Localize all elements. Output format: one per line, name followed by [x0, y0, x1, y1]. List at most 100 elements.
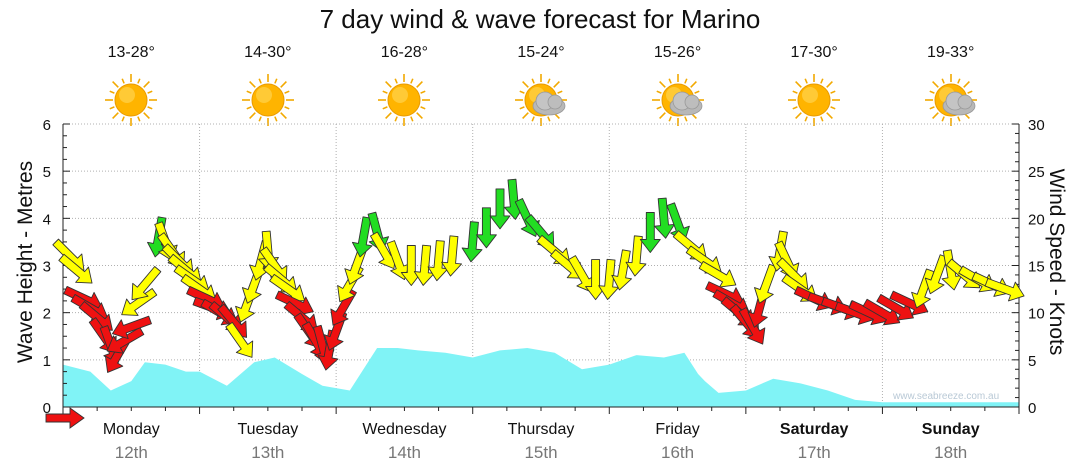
sun-ray: [967, 90, 973, 94]
sun-ray: [557, 90, 563, 94]
sun-ray: [382, 106, 389, 110]
sun-ray: [683, 78, 688, 84]
sun-ray: [248, 112, 256, 119]
sun-ray: [931, 112, 939, 119]
day-temperature: 17-30°: [790, 44, 838, 61]
sun-ray: [956, 116, 961, 122]
wind-arrow: [225, 321, 254, 358]
day-name: Friday: [655, 421, 700, 438]
sun-ray: [143, 81, 151, 88]
day-temperature: 15-24°: [517, 44, 565, 61]
wind-arrow: [121, 288, 158, 316]
cloud-puff: [957, 94, 973, 110]
wind-arrow: [738, 307, 766, 345]
sun-ray: [941, 78, 945, 84]
sun-ray: [420, 106, 426, 110]
sun-ray: [420, 90, 426, 94]
sun-ray: [522, 81, 529, 88]
sun-ray: [656, 90, 662, 94]
sun-ray: [668, 116, 672, 122]
sun-ray: [258, 78, 262, 84]
wind-arrow: [351, 216, 373, 258]
sun-icon: [105, 74, 158, 126]
sun-ray: [519, 90, 525, 94]
sun-ray: [147, 90, 153, 94]
partly-cloudy-icon: [924, 74, 977, 126]
legend-arrow-shape: [45, 407, 85, 429]
sun-ray: [416, 112, 424, 119]
cloud-shape: [532, 91, 566, 116]
y-left-tick-label: 2: [43, 306, 51, 323]
sun-ray: [410, 78, 414, 84]
y-right-tick-label: 20: [1028, 211, 1045, 228]
sun-ray: [658, 81, 666, 88]
sun-icon: [241, 74, 294, 126]
wind-arrow: [441, 235, 463, 277]
axes: [62, 123, 1020, 414]
y-right-tick-label: 25: [1028, 164, 1045, 181]
sun-ray: [410, 116, 414, 122]
day-temperature: 16-28°: [380, 44, 429, 61]
day-name: Thursday: [507, 421, 575, 438]
y-right-tick-label: 10: [1028, 306, 1045, 323]
sun-ray: [382, 90, 389, 94]
sun-highlight: [119, 87, 136, 103]
wind-arrow: [413, 244, 435, 286]
sun-ray: [284, 90, 290, 94]
y-right-tick-label: 5: [1028, 353, 1036, 370]
cloud-shape: [669, 91, 702, 116]
sun-ray: [795, 81, 802, 88]
sun-ray: [147, 106, 153, 110]
sun-ray: [273, 78, 278, 84]
cloud-shape: [942, 91, 976, 116]
sun-ray: [553, 81, 560, 88]
sun-ray: [519, 106, 525, 110]
day-name: Wednesday: [362, 421, 447, 438]
cloud-puff: [547, 94, 563, 110]
tick-labels: 0 1 2 3 4 5 6 0 5 10 15 20 25 30: [43, 117, 1045, 417]
wind-arrow: [489, 188, 511, 230]
day-temperature: 14-30°: [244, 44, 292, 61]
wind-arrow: [698, 260, 737, 288]
watermark: www.seabreeze.com.au: [893, 391, 1000, 402]
wind-arrow: [611, 249, 632, 291]
y-left-tick-label: 6: [43, 117, 51, 134]
wind-arrow: [131, 266, 162, 301]
wind-arrow: [112, 315, 152, 340]
y-left-tick-label: 3: [43, 259, 51, 276]
sun-ray: [385, 112, 393, 119]
sun-icon: [378, 74, 431, 126]
sun-ray: [795, 112, 802, 119]
wind-arrow: [461, 221, 483, 263]
sun-icon: [788, 74, 841, 126]
day-temperature: 13-28°: [107, 44, 155, 61]
partly-cloudy-icon: [515, 74, 567, 126]
sun-highlight: [255, 87, 272, 103]
y-left-tick-label: 1: [43, 353, 51, 370]
sun-ray: [109, 90, 115, 94]
sun-ray: [547, 78, 551, 84]
sun-ray: [112, 81, 120, 88]
wind-arrow: [984, 278, 1025, 302]
y-left-tick-label: 5: [43, 164, 51, 181]
sun-ray: [820, 78, 824, 84]
wind-arrow: [666, 202, 690, 243]
sun-ray: [280, 81, 287, 88]
sun-ray: [826, 112, 834, 119]
sun-ray: [683, 116, 688, 122]
sun-ray: [792, 90, 798, 94]
sun-ray: [830, 90, 836, 94]
y-right-tick-label: 0: [1028, 400, 1036, 417]
sun-ray: [931, 81, 939, 88]
sun-ray: [531, 78, 535, 84]
wind-arrow: [754, 263, 778, 304]
day-temperature: 19-33°: [927, 44, 975, 61]
sun-ray: [385, 81, 393, 88]
wind-arrows: [45, 178, 1025, 429]
sun-ray: [284, 106, 290, 110]
wind-arrow: [106, 327, 145, 354]
day-temperature: 15-26°: [653, 44, 702, 61]
day-name: Monday: [102, 421, 160, 438]
